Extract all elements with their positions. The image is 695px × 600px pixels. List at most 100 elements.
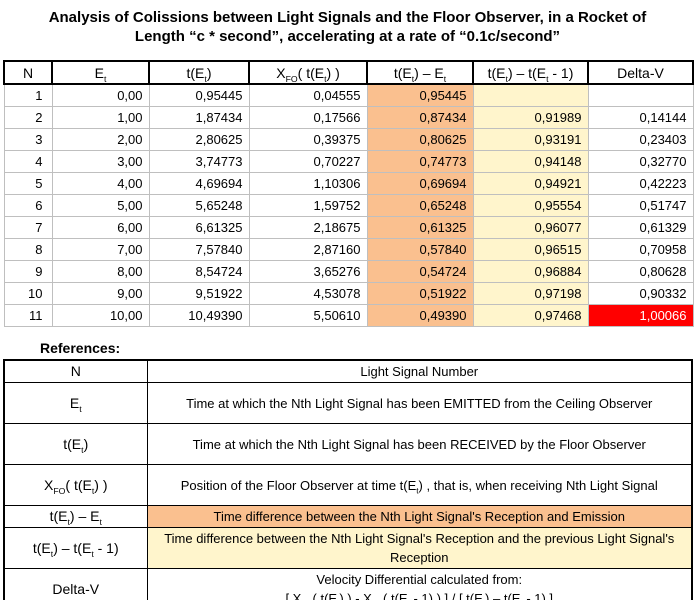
cell-r5-c2: 4,69694 <box>148 172 250 195</box>
cell-r6-c5: 0,95554 <box>472 194 589 217</box>
cell-r2-c4: 0,87434 <box>366 106 474 129</box>
cell-r1-c6 <box>587 83 694 107</box>
reference-term: t(Et) – Et <box>3 505 148 528</box>
cell-r8-c3: 2,87160 <box>248 238 368 261</box>
cell-r10-c1: 9,00 <box>51 282 150 305</box>
references-label: References: <box>40 340 121 356</box>
cell-r4-c1: 3,00 <box>51 150 150 173</box>
cell-r9-c6: 0,80628 <box>587 260 694 283</box>
cell-r4-c3: 0,70227 <box>248 150 368 173</box>
reference-definition: Light Signal Number <box>146 359 693 383</box>
cell-r6-c6: 0,51747 <box>587 194 694 217</box>
reference-term: t(Et) – t(Et - 1) <box>3 527 148 569</box>
cell-r3-c6: 0,23403 <box>587 128 694 151</box>
cell-r2-c6: 0,14144 <box>587 106 694 129</box>
cell-r7-c1: 6,00 <box>51 216 150 239</box>
analysis-table: N Et t(Et) XFO( t(Et) ) t(Et) – Et t(Et)… <box>3 60 694 327</box>
cell-r11-c1: 10,00 <box>51 304 150 327</box>
cell-r3-c2: 2,80625 <box>148 128 250 151</box>
cell-r4-c2: 3,74773 <box>148 150 250 173</box>
cell-r2-c5: 0,91989 <box>472 106 589 129</box>
cell-r10-c6: 0,90332 <box>587 282 694 305</box>
cell-r5-c6: 0,42223 <box>587 172 694 195</box>
cell-r11-c6: 1,00066 <box>587 304 694 327</box>
cell-r5-c1: 4,00 <box>51 172 150 195</box>
reference-row-1: Et Time at which the Nth Light Signal has… <box>3 382 693 424</box>
analysis-table-header: N Et t(Et) XFO( t(Et) ) t(Et) – Et t(Et)… <box>3 60 694 85</box>
cell-r7-c4: 0,61325 <box>366 216 474 239</box>
reference-row-0: N Light Signal Number <box>3 359 693 383</box>
reference-definition: Time at which the Nth Light Signal has b… <box>146 382 693 424</box>
cell-r11-c2: 10,49390 <box>148 304 250 327</box>
cell-r5-c3: 1,10306 <box>248 172 368 195</box>
signal-row-3: 3 2,00 2,80625 0,39375 0,80625 0,93191 0,23403 <box>3 128 694 151</box>
cell-r8-c6: 0,70958 <box>587 238 694 261</box>
header-row: N Et t(Et) XFO( t(Et) ) t(Et) – Et t(Et)… <box>3 60 694 85</box>
cell-r7-c6: 0,61329 <box>587 216 694 239</box>
cell-r6-c3: 1,59752 <box>248 194 368 217</box>
col-header-position: XFO( t(Et) ) <box>248 60 368 85</box>
signal-row-6: 6 5,00 5,65248 1,59752 0,65248 0,95554 0,51747 <box>3 194 694 217</box>
cell-r1-c3: 0,04555 <box>248 83 368 107</box>
cell-r1-c0: 1 <box>3 83 53 107</box>
cell-r9-c0: 9 <box>3 260 53 283</box>
cell-r2-c1: 1,00 <box>51 106 150 129</box>
cell-r11-c4: 0,49390 <box>366 304 474 327</box>
cell-r9-c3: 3,65276 <box>248 260 368 283</box>
cell-r7-c0: 7 <box>3 216 53 239</box>
cell-r7-c3: 2,18675 <box>248 216 368 239</box>
cell-r3-c0: 3 <box>3 128 53 151</box>
reference-term: t(Et) <box>3 423 148 465</box>
page-title: Analysis of Colissions between Light Sig… <box>48 9 647 45</box>
cell-r4-c5: 0,94148 <box>472 150 589 173</box>
cell-r11-c3: 5,50610 <box>248 304 368 327</box>
cell-r6-c0: 6 <box>3 194 53 217</box>
reference-row-3: XFO( t(Et) ) Position of the Floor Observ… <box>3 464 693 506</box>
reference-definition: Position of the Floor Observer at time t… <box>146 464 693 506</box>
cell-r5-c0: 5 <box>3 172 53 195</box>
col-header-time-diff: t(Et) – Et <box>366 60 474 85</box>
cell-r4-c0: 4 <box>3 150 53 173</box>
cell-r11-c0: 11 <box>3 304 53 327</box>
cell-r3-c5: 0,93191 <box>472 128 589 151</box>
cell-r5-c4: 0,69694 <box>366 172 474 195</box>
reference-row-5: t(Et) – t(Et - 1) Time difference between… <box>3 527 693 569</box>
reference-definition: Time at which the Nth Light Signal has b… <box>146 423 693 465</box>
references-table-body: N Light Signal Number Et Time at which the … <box>3 359 693 600</box>
cell-r8-c0: 8 <box>3 238 53 261</box>
cell-r9-c2: 8,54724 <box>148 260 250 283</box>
cell-r10-c2: 9,51922 <box>148 282 250 305</box>
col-header-emission: Et <box>51 60 150 85</box>
cell-r1-c5 <box>472 83 589 107</box>
cell-r9-c5: 0,96884 <box>472 260 589 283</box>
cell-r2-c3: 0,17566 <box>248 106 368 129</box>
reference-definition: Velocity Differential calculated from:[ … <box>146 568 693 600</box>
signal-row-1: 1 0,00 0,95445 0,04555 0,95445 <box>3 83 694 107</box>
reference-term: N <box>3 359 148 383</box>
cell-r10-c4: 0,51922 <box>366 282 474 305</box>
cell-r8-c5: 0,96515 <box>472 238 589 261</box>
reference-row-4: t(Et) – Et Time difference between the Nt… <box>3 505 693 528</box>
signal-row-5: 5 4,00 4,69694 1,10306 0,69694 0,94921 0,42223 <box>3 172 694 195</box>
signal-row-9: 9 8,00 8,54724 3,65276 0,54724 0,96884 0,80628 <box>3 260 694 283</box>
signal-row-4: 4 3,00 3,74773 0,70227 0,74773 0,94148 0,32770 <box>3 150 694 173</box>
cell-r3-c4: 0,80625 <box>366 128 474 151</box>
cell-r9-c1: 8,00 <box>51 260 150 283</box>
col-header-n: N <box>3 60 53 85</box>
cell-r6-c4: 0,65248 <box>366 194 474 217</box>
signal-row-11: 11 10,00 10,49390 5,50610 0,49390 0,97468 1,00… <box>3 304 694 327</box>
signal-row-2: 2 1,00 1,87434 0,17566 0,87434 0,91989 0,14144 <box>3 106 694 129</box>
signal-row-8: 8 7,00 7,57840 2,87160 0,57840 0,96515 0,70958 <box>3 238 694 261</box>
cell-r8-c1: 7,00 <box>51 238 150 261</box>
cell-r7-c2: 6,61325 <box>148 216 250 239</box>
references-table: N Light Signal Number Et Time at which the … <box>3 359 693 600</box>
cell-r3-c3: 0,39375 <box>248 128 368 151</box>
cell-r2-c0: 2 <box>3 106 53 129</box>
reference-row-6: Delta-V Velocity Differential calculated … <box>3 568 693 600</box>
cell-r6-c2: 5,65248 <box>148 194 250 217</box>
cell-r6-c1: 5,00 <box>51 194 150 217</box>
cell-r1-c4: 0,95445 <box>366 83 474 107</box>
cell-r10-c0: 10 <box>3 282 53 305</box>
cell-r10-c5: 0,97198 <box>472 282 589 305</box>
